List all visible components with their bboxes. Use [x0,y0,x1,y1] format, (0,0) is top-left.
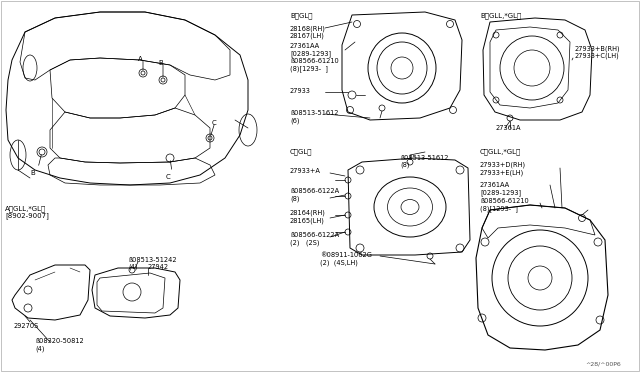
Text: C〈GL〉: C〈GL〉 [290,148,312,155]
Text: A: A [138,56,142,62]
Text: ß08566-6122A
(8): ß08566-6122A (8) [290,188,339,202]
Text: ß08513-51242
(4): ß08513-51242 (4) [128,257,177,270]
Text: C: C [166,174,170,180]
Text: ®08911-1062G
(2)  (4S,LH): ®08911-1062G (2) (4S,LH) [320,252,372,266]
Text: 27361AA
[0289-1293]
ß08566-61210
(8)[1293-  ]: 27361AA [0289-1293] ß08566-61210 (8)[129… [290,43,339,71]
Text: B: B [159,60,163,66]
Text: ß08566-61210
(8)[1293-  ]: ß08566-61210 (8)[1293- ] [480,198,529,212]
Text: 27933: 27933 [290,88,311,94]
Text: 27933+A: 27933+A [290,168,321,174]
Text: A〈GLL,*GL〉
[8902-9007]: A〈GLL,*GL〉 [8902-9007] [5,205,49,219]
Text: B〈GL〉: B〈GL〉 [290,12,312,19]
Text: 27942: 27942 [148,264,169,270]
Text: 27933+D(RH)
27933+E(LH): 27933+D(RH) 27933+E(LH) [480,162,526,176]
Text: B: B [31,170,35,176]
Text: 27933+B(RH)
27933+C(LH): 27933+B(RH) 27933+C(LH) [575,45,621,59]
Text: 27361AA
[0289-1293]: 27361AA [0289-1293] [480,182,521,196]
Text: ß08513-51612
(8): ß08513-51612 (8) [400,155,449,169]
Text: 28168(RH)
28167(LH): 28168(RH) 28167(LH) [290,25,326,39]
Text: ß08320-50812
(4): ß08320-50812 (4) [35,338,84,352]
Text: ^28/^00P6: ^28/^00P6 [585,362,621,367]
Text: B〈GLL,*GL〉: B〈GLL,*GL〉 [480,12,521,19]
Text: ß08566-6122A
(2)   (2S): ß08566-6122A (2) (2S) [290,232,339,246]
Text: C〈GLL,*GL〉: C〈GLL,*GL〉 [480,148,521,155]
Text: C: C [212,120,216,126]
Text: ß08513-51612
(6): ß08513-51612 (6) [290,110,339,124]
Text: 29270S: 29270S [14,323,39,329]
Text: 28164(RH)
28165(LH): 28164(RH) 28165(LH) [290,210,326,224]
Text: 27361A: 27361A [496,125,522,131]
